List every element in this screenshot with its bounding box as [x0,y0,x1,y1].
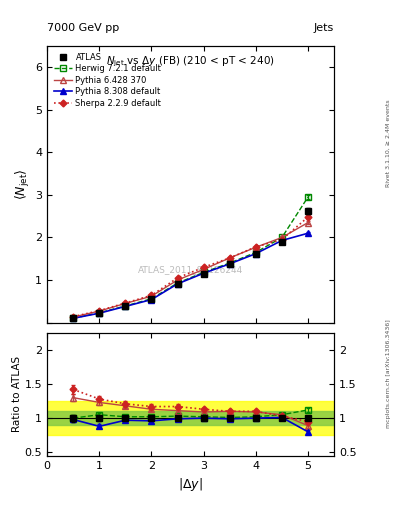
Text: ATLAS_2011_S9126244: ATLAS_2011_S9126244 [138,266,243,274]
Text: 7000 GeV pp: 7000 GeV pp [47,23,119,33]
Text: Rivet 3.1.10, ≥ 2.4M events: Rivet 3.1.10, ≥ 2.4M events [386,99,391,187]
Y-axis label: Ratio to ATLAS: Ratio to ATLAS [12,356,22,432]
Text: Jets: Jets [314,23,334,33]
Text: $N_{\rm jet}$ vs $\Delta y$ (FB) (210 < pT < 240): $N_{\rm jet}$ vs $\Delta y$ (FB) (210 < … [106,54,275,69]
Text: mcplots.cern.ch [arXiv:1306.3436]: mcplots.cern.ch [arXiv:1306.3436] [386,319,391,428]
Legend: ATLAS, Herwig 7.2.1 default, Pythia 6.428 370, Pythia 8.308 default, Sherpa 2.2.: ATLAS, Herwig 7.2.1 default, Pythia 6.42… [51,50,164,110]
X-axis label: $|\Delta y|$: $|\Delta y|$ [178,476,203,493]
Bar [47,401,334,435]
Bar [47,411,334,425]
Y-axis label: $\langle N_{\rm jet}\rangle$: $\langle N_{\rm jet}\rangle$ [15,168,32,200]
